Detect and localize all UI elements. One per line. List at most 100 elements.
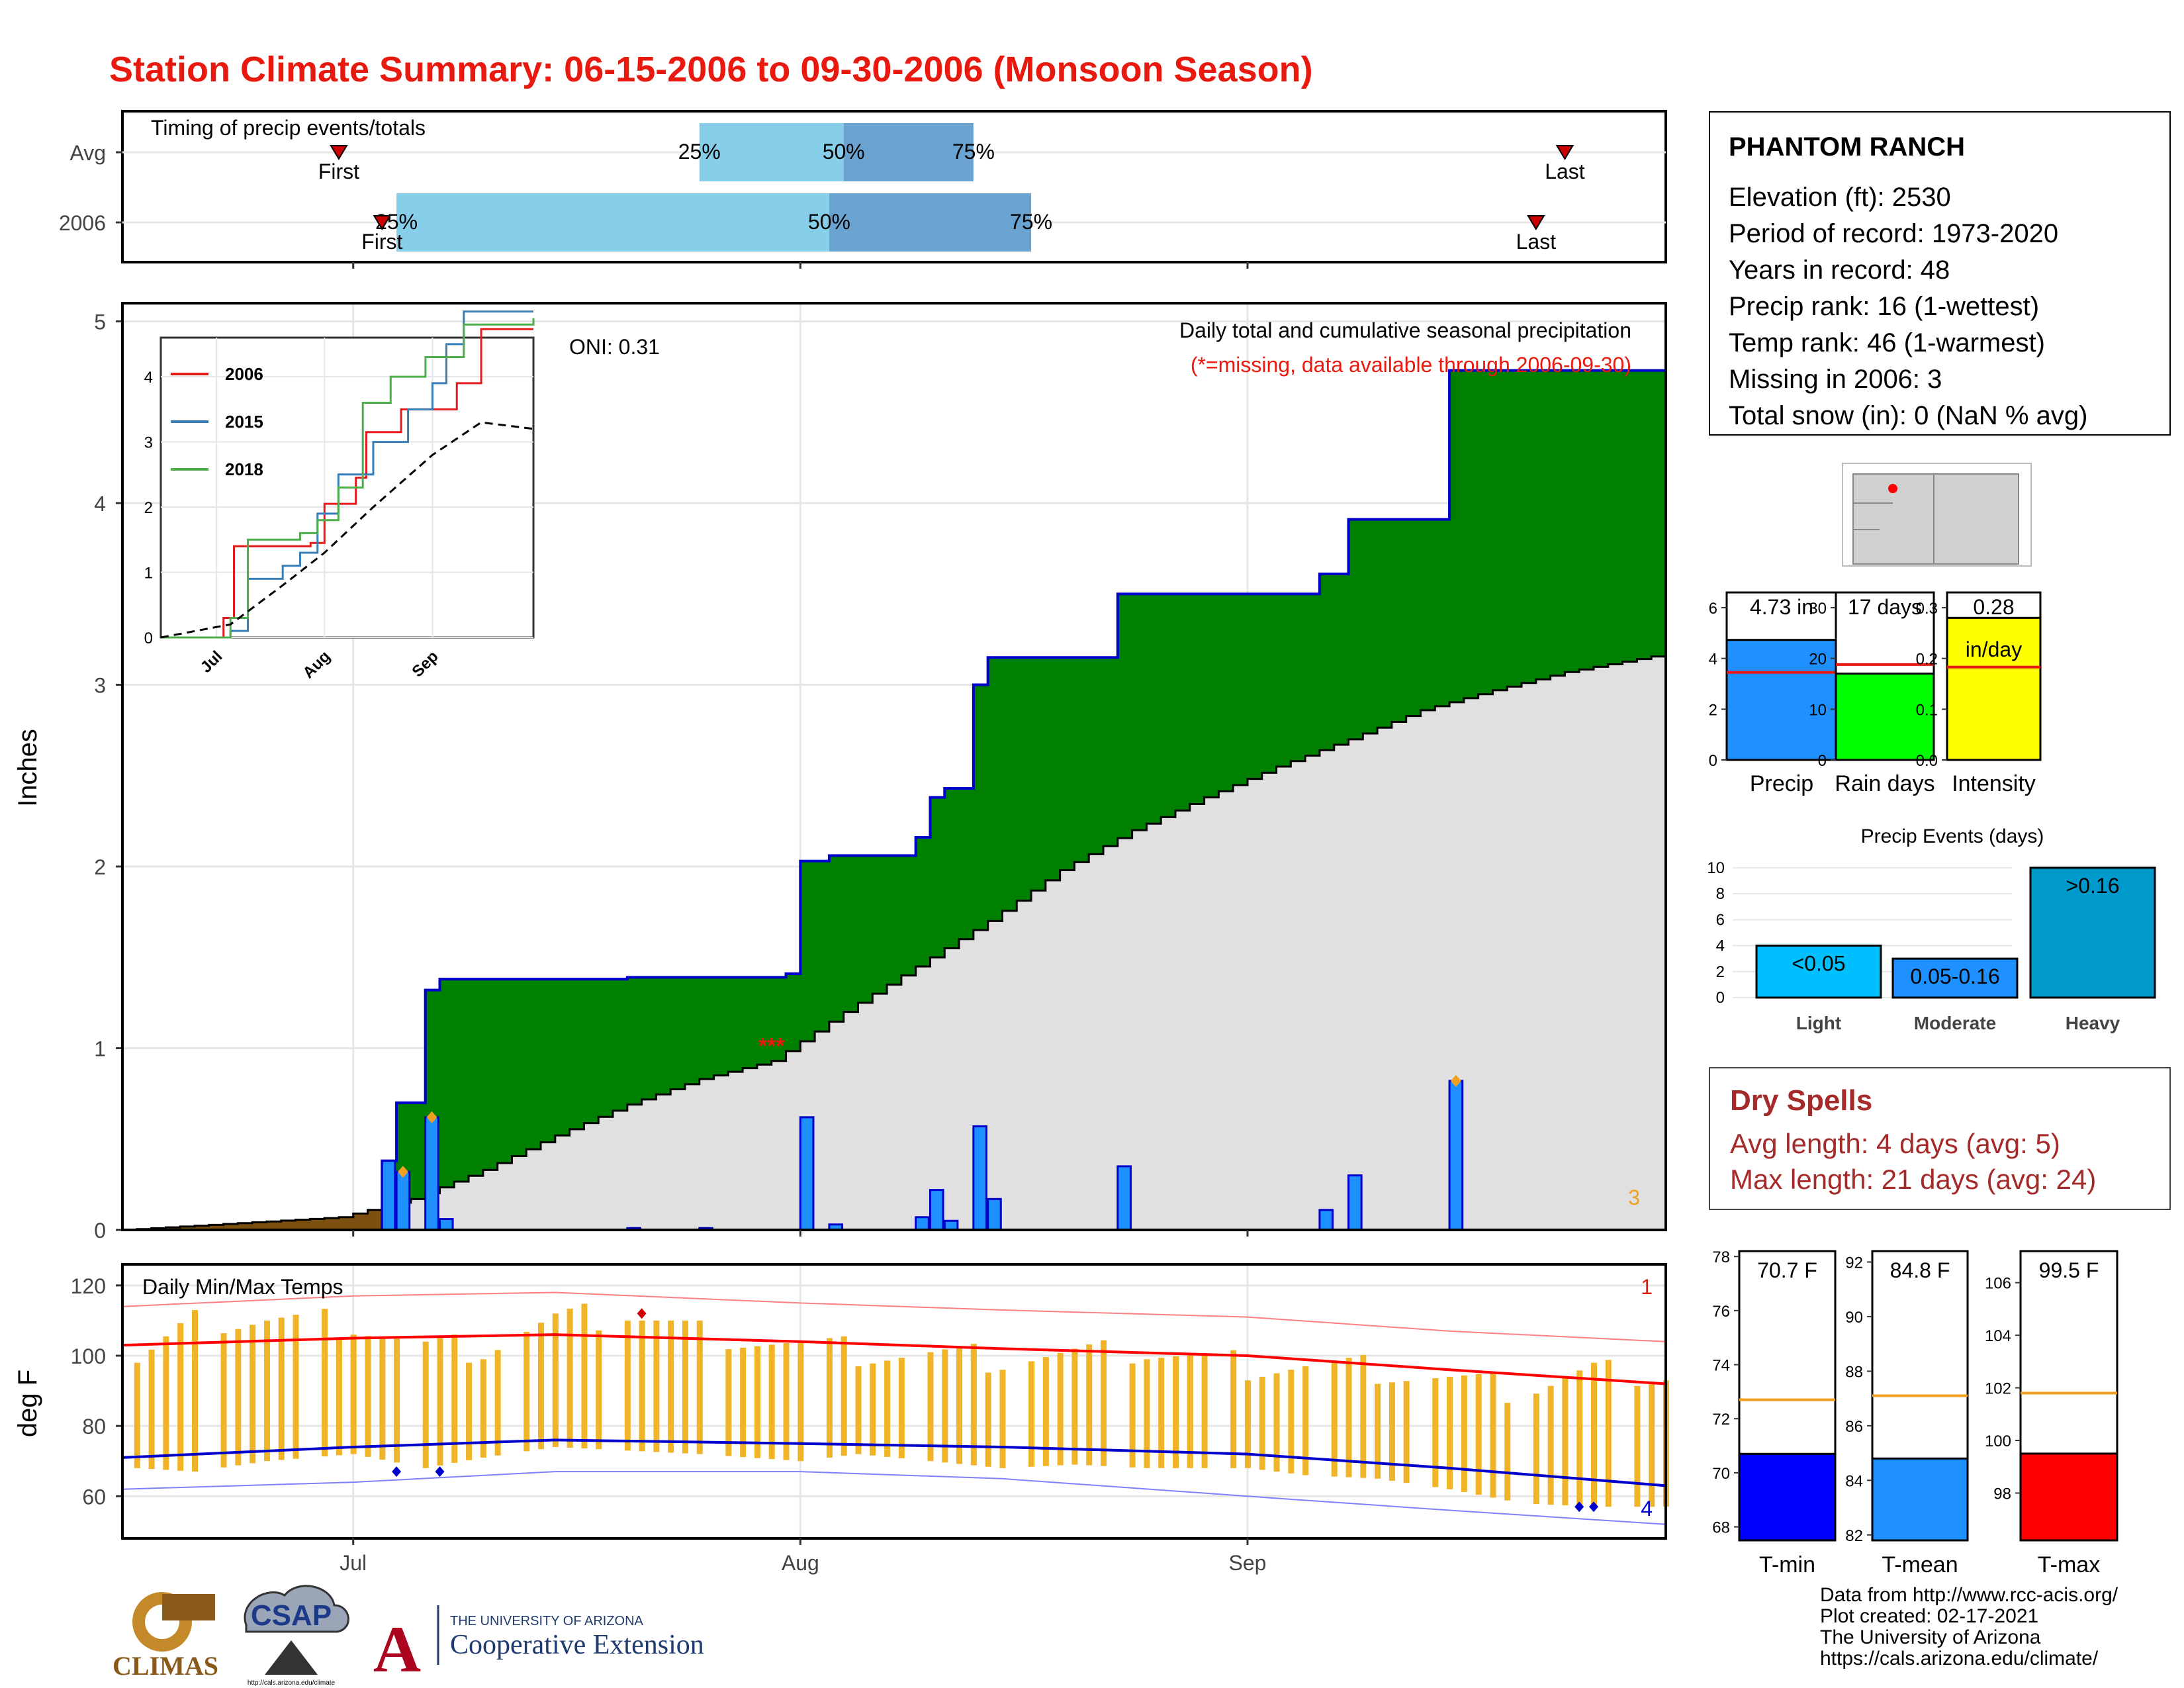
daily-temp-range-bar (768, 1344, 775, 1460)
timing-last-label: Last (1516, 230, 1557, 254)
daily-temp-range-bar (1403, 1381, 1410, 1483)
daily-temp-range-bar (523, 1331, 530, 1452)
temp-bar-value-text: 99.5 F (2039, 1258, 2099, 1282)
daily-temp-range-bar (797, 1341, 804, 1462)
precip-missing-count: 3 (1628, 1186, 1640, 1209)
stat-bar-ytick-label: 10 (1809, 701, 1827, 719)
daily-temp-range-bar (134, 1362, 140, 1468)
precip-ytick-label: 5 (94, 310, 106, 334)
events-category-label: Heavy (2066, 1013, 2120, 1033)
precip-events-chart: Precip Events (days) 0 2 4 6 8 10 <0.05 Light 0.0… (1707, 825, 2156, 1033)
dry-spells-title: Dry Spells (1730, 1084, 1873, 1117)
temp-bar-ytick-label: 82 (1845, 1527, 1863, 1545)
daily-temp-range-bar (1187, 1354, 1193, 1468)
events-ytick-label: 2 (1716, 963, 1725, 981)
footer-university: The University of Arizona (1820, 1626, 2041, 1648)
daily-temp-range-bar (480, 1359, 486, 1458)
precip-ytick-label: 1 (94, 1037, 106, 1060)
dry-spells-box: Dry Spells Avg length: 4 days (avg: 5) M… (1709, 1067, 2171, 1210)
timing-q25-label: 25% (678, 140, 721, 164)
daily-temp-range-bar (1533, 1393, 1539, 1504)
stat-bar-ytick-label: 6 (1709, 600, 1717, 618)
timing-first-marker (373, 215, 392, 230)
temp-bar-ytick-label: 92 (1845, 1254, 1863, 1272)
daily-temp-range-bar (740, 1347, 747, 1458)
daily-temp-range-bar (1388, 1382, 1395, 1481)
temp-bar-ytick-label: 78 (1712, 1248, 1730, 1266)
xtick-label: Jul (340, 1551, 367, 1575)
stat-bars: 4.73 in 0 2 4 6 Precip 17 days 0 10 20 30 Rain days… (1709, 591, 2042, 796)
daily-temp-range-bar (1504, 1403, 1511, 1501)
events-ytick-label: 0 (1716, 989, 1725, 1007)
timing-q25-q50-bar (396, 193, 829, 252)
daily-temp-range-bar (1432, 1378, 1439, 1487)
daily-temp-range-bar (1042, 1357, 1049, 1466)
timing-q50-q75-bar (843, 123, 974, 181)
daily-temp-range-bar (538, 1323, 545, 1450)
daily-temp-range-bar (783, 1343, 790, 1460)
temp-title: Daily Min/Max Temps (142, 1275, 343, 1299)
daily-temp-range-bar (639, 1320, 645, 1452)
timing-q50-label: 50% (808, 210, 850, 234)
daily-precip-bar (915, 1216, 930, 1231)
temp-plot (122, 1291, 1669, 1525)
record-high-marker (637, 1308, 647, 1319)
timing-panel: Timing of precip events/totals Avg 2006 … (59, 110, 1667, 263)
daily-precip-bar (972, 1125, 987, 1231)
stat-bar-ytick-label: 30 (1809, 600, 1827, 618)
daily-temp-range-bar (956, 1346, 963, 1464)
avg-max-line (122, 1333, 1666, 1385)
page-title: Station Climate Summary: 06-15-2006 to 0… (109, 50, 1313, 89)
info-missing: Missing in 2006: 3 (1729, 365, 1942, 394)
csap-logo-text: CSAP (251, 1599, 332, 1632)
daily-temp-range-bar (567, 1308, 573, 1448)
temp-bar-ytick-label: 100 (1985, 1432, 2011, 1450)
daily-temp-range-bar (278, 1317, 285, 1460)
stat-bar-value (1835, 673, 1935, 761)
daily-temp-range-bar (1547, 1385, 1554, 1505)
csap-url: http://cals.arizona.edu/climate (248, 1679, 336, 1687)
daily-temp-range-bar (1562, 1378, 1569, 1506)
stat-bar-value-text: 0.28 (1973, 595, 2014, 619)
precip-ytick-label: 3 (94, 673, 106, 697)
timing-q50-label: 50% (823, 140, 865, 164)
precip-header: Daily total and cumulative seasonal prec… (1179, 318, 1631, 342)
stat-bar-label: Precip (1750, 771, 1813, 796)
dry-spells-max: Max length: 21 days (avg: 24) (1730, 1164, 2097, 1195)
events-bar (1891, 957, 2019, 999)
daily-temp-range-bar (350, 1335, 357, 1454)
stat-bar-ytick-label: 0.3 (1916, 600, 1938, 618)
daily-temp-range-bar (336, 1337, 342, 1456)
daily-temp-range-bar (148, 1349, 155, 1470)
record-low-marker (392, 1466, 402, 1477)
dry-spells-avg: Avg length: 4 days (avg: 5) (1730, 1128, 2060, 1159)
daily-temp-range-bar (322, 1309, 328, 1457)
daily-temp-range-bar (466, 1362, 473, 1460)
heavy-event-marker (426, 1111, 437, 1123)
temp-record-high-count: 1 (1641, 1275, 1653, 1299)
temp-bar-value (2019, 1452, 2118, 1542)
record-low-marker (1574, 1501, 1584, 1513)
temp-bar-ytick-label: 98 (1993, 1485, 2011, 1503)
daily-temp-range-bar (999, 1370, 1006, 1468)
daily-precip-bar (395, 1170, 411, 1231)
daily-temp-range-bar (1071, 1348, 1078, 1465)
temp-bar-ytick-label: 90 (1845, 1309, 1863, 1327)
daily-temp-range-bar (624, 1320, 631, 1451)
cumulative-2006-line (122, 369, 1666, 1231)
inset-series-2018 (161, 318, 535, 639)
record-low-marker (1589, 1501, 1599, 1513)
daily-temp-range-bar (1288, 1370, 1295, 1474)
daily-temp-range-bar (1144, 1359, 1150, 1468)
stat-bar-ytick-label: 20 (1809, 651, 1827, 669)
stat-bar-ytick-label: 0 (1818, 752, 1827, 770)
daily-temp-range-bar (1576, 1370, 1583, 1507)
daily-temp-range-bar (1375, 1383, 1381, 1479)
record-low-marker (435, 1466, 445, 1477)
climas-logo: CLIMAS (113, 1592, 218, 1681)
daily-temp-range-bar (1447, 1376, 1453, 1489)
events-ytick-label: 6 (1716, 911, 1725, 929)
daily-temp-range-bar (437, 1338, 443, 1466)
events-ytick-label: 8 (1716, 885, 1725, 903)
